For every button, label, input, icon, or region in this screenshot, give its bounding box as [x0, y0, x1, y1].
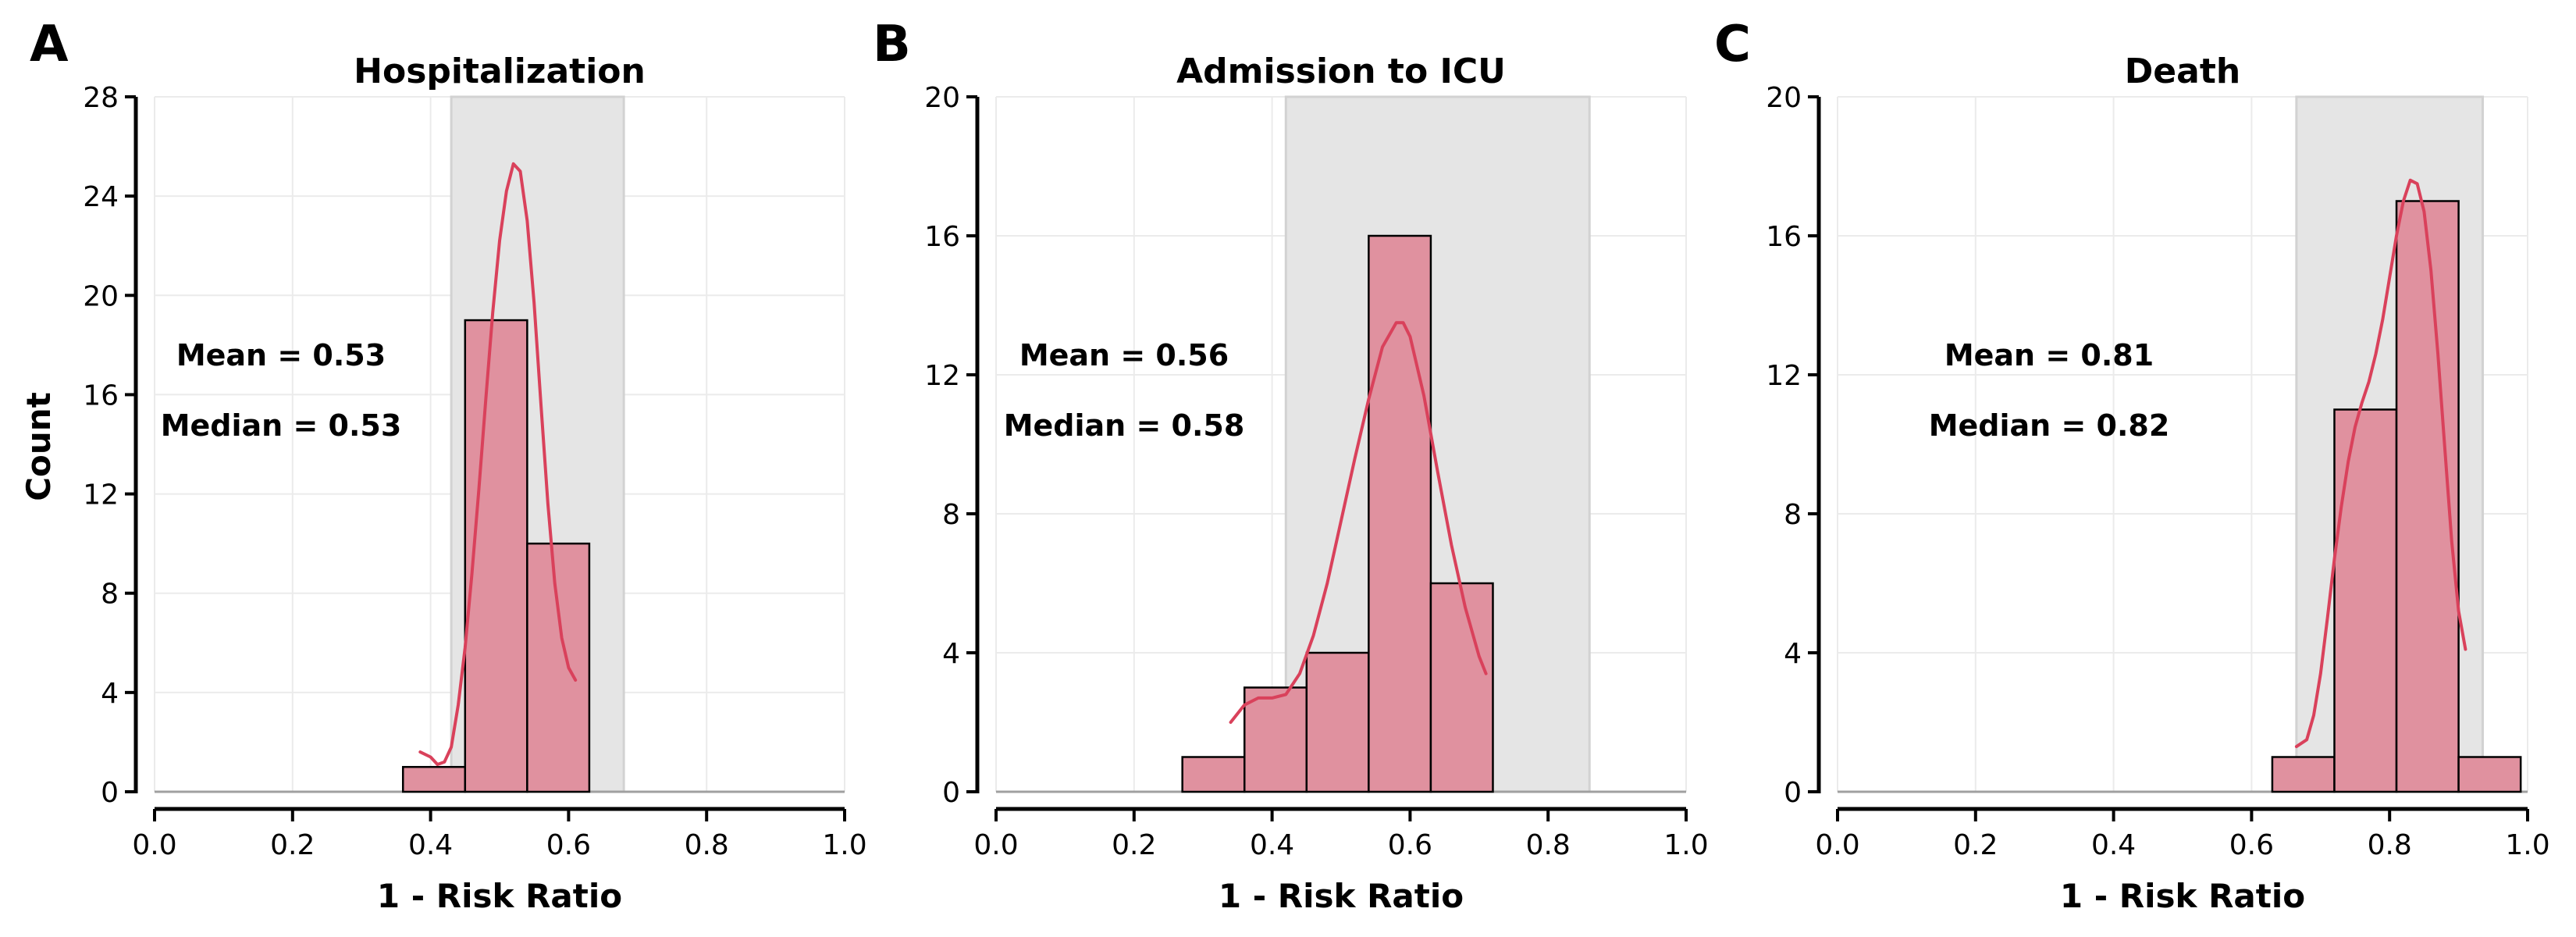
kde-curve	[418, 162, 578, 766]
mean-annotation: Mean = 0.81	[1944, 338, 2154, 372]
median-annotation: Median = 0.82	[1929, 408, 2170, 443]
panel-letter: C	[1714, 16, 1751, 73]
x-tick-label: 0.2	[1112, 829, 1156, 861]
panel-a: 0 4 8 12 16 20 24 28 0.0 0.2 0.4 0.6 0.8 1.0 Hospitali…	[30, 16, 867, 915]
y-tick-label: 0	[101, 777, 119, 809]
histogram-bar	[1243, 686, 1308, 793]
bars	[1181, 234, 1494, 793]
x-tick-label: 0.0	[1815, 829, 1859, 861]
median-annotation: Median = 0.53	[161, 408, 402, 443]
x-tick-label: 1.0	[822, 829, 866, 861]
x-tick-label: 0.8	[1526, 829, 1571, 861]
y-tick-label: 12	[1766, 360, 1802, 392]
y-tick-label: 8	[1784, 499, 1802, 531]
histogram-bar	[1368, 234, 1432, 793]
histogram-bar	[2333, 408, 2398, 793]
histogram-bar	[526, 542, 591, 793]
panel-letter: A	[30, 16, 69, 73]
y-tick-label: 20	[1766, 82, 1802, 114]
x-tick-label: 0.6	[546, 829, 591, 861]
y-tick-label: 8	[101, 579, 119, 611]
histogram-bar	[464, 319, 528, 793]
y-axis-label: Count	[20, 392, 58, 501]
x-tick-label: 0.4	[2091, 829, 2136, 861]
panel-c: 0 4 8 12 16 20 0.0 0.2 0.4 0.6 0.8 1.0 Death C 1 - Ris…	[1714, 16, 2550, 915]
y-tick-label: 0	[1784, 777, 1802, 809]
panel-title: Death	[2125, 52, 2240, 91]
panel-letter: B	[873, 16, 911, 73]
x-axis-label: 1 - Risk Ratio	[377, 877, 622, 915]
bars	[401, 319, 591, 793]
histogram-bar	[1429, 582, 1494, 793]
panel-title: Hospitalization	[354, 52, 646, 91]
y-tick-label: 0	[942, 777, 960, 809]
x-tick-label: 0.6	[1388, 829, 1432, 861]
y-tick-label: 24	[83, 181, 119, 213]
histogram-bar	[401, 765, 467, 793]
mean-annotation: Mean = 0.56	[1019, 338, 1229, 372]
histogram-bar	[1305, 651, 1370, 793]
y-tick-label: 20	[83, 280, 119, 312]
x-tick-label: 0.4	[1250, 829, 1294, 861]
y-tick-label: 4	[101, 678, 119, 710]
panel-b: 0 4 8 12 16 20 0.0 0.2 0.4 0.6 0.8 1.0 Admission to …	[873, 16, 1709, 915]
x-axis-label: 1 - Risk Ratio	[1219, 877, 1464, 915]
y-tick-label: 16	[1766, 221, 1802, 253]
y-tick-label: 12	[924, 360, 960, 392]
x-axis-label: 1 - Risk Ratio	[2060, 877, 2305, 915]
y-tick-label: 4	[942, 638, 960, 670]
x-tick-label: 0.4	[408, 829, 453, 861]
x-tick-label: 1.0	[1663, 829, 1708, 861]
x-tick-label: 0.0	[973, 829, 1018, 861]
y-tick-label: 16	[83, 379, 119, 411]
kde-curve	[2294, 178, 2467, 749]
y-tick-label: 4	[1784, 638, 1802, 670]
kde-curve	[1229, 321, 1488, 724]
median-annotation: Median = 0.58	[1004, 408, 1245, 443]
y-tick-label: 20	[924, 82, 960, 114]
histogram-bar	[2271, 756, 2336, 793]
mean-annotation: Mean = 0.53	[176, 338, 386, 372]
y-tick-label: 8	[942, 499, 960, 531]
histogram-bar	[2457, 756, 2522, 793]
x-tick-label: 0.8	[2368, 829, 2412, 861]
histogram-bar	[1181, 756, 1246, 793]
x-tick-label: 0.6	[2229, 829, 2274, 861]
y-tick-label: 28	[83, 82, 119, 114]
panel-title: Admission to ICU	[1176, 52, 1506, 91]
y-tick-label: 12	[83, 479, 119, 511]
x-tick-label: 0.2	[1953, 829, 1998, 861]
x-tick-label: 0.0	[132, 829, 176, 861]
y-tick-label: 16	[924, 221, 960, 253]
x-tick-label: 0.2	[270, 829, 315, 861]
x-tick-label: 0.8	[685, 829, 729, 861]
x-tick-label: 1.0	[2505, 829, 2549, 861]
